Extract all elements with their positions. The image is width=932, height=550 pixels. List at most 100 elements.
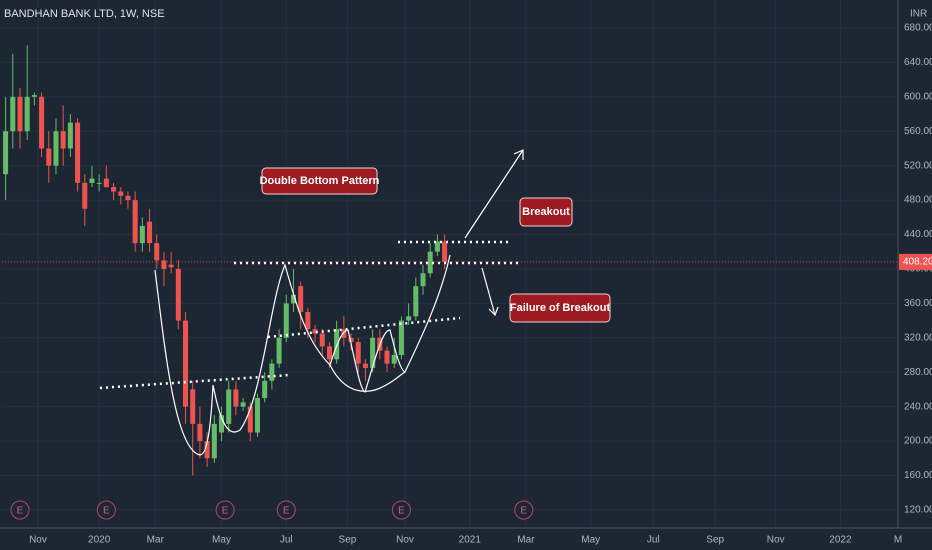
candle-body bbox=[3, 131, 9, 175]
y-tick-label: 600.00 bbox=[904, 91, 932, 102]
earnings-marker bbox=[215, 500, 235, 520]
candle-body bbox=[290, 294, 296, 304]
candle-body bbox=[391, 355, 397, 364]
arrows bbox=[464, 149, 524, 317]
y-tick-label: 240.00 bbox=[904, 401, 932, 412]
candle-body bbox=[24, 96, 30, 132]
candle-body bbox=[406, 316, 412, 321]
candle-body bbox=[147, 221, 153, 244]
candle-body bbox=[334, 329, 340, 360]
candle-body bbox=[46, 148, 52, 166]
candle-body bbox=[298, 286, 304, 312]
candle-body bbox=[211, 423, 217, 459]
y-tick-label: 280.00 bbox=[904, 367, 932, 378]
earnings-marker bbox=[10, 500, 30, 520]
dotted-lines bbox=[99, 240, 522, 390]
earnings-label: E bbox=[17, 506, 24, 517]
candle-body bbox=[118, 191, 124, 196]
earnings-marker bbox=[96, 500, 116, 520]
candle-body bbox=[319, 333, 325, 347]
earnings-label: E bbox=[283, 506, 290, 517]
x-tick-label: 2021 bbox=[459, 535, 482, 546]
candle-body bbox=[204, 441, 210, 459]
candle-body bbox=[75, 122, 81, 183]
candle-body bbox=[276, 337, 282, 364]
candle-body bbox=[305, 311, 311, 330]
earnings-label: E bbox=[398, 506, 405, 517]
candle-body bbox=[434, 241, 440, 252]
candle-body bbox=[39, 96, 45, 149]
chart-title: BANDHAN BANK LTD, 1W, NSE bbox=[4, 8, 165, 20]
x-tick-label: Sep bbox=[339, 535, 357, 546]
earnings-label: E bbox=[222, 506, 229, 517]
candle-body bbox=[398, 320, 404, 356]
candle-body bbox=[125, 195, 131, 201]
annotation-box bbox=[261, 167, 378, 195]
currency: INR bbox=[910, 9, 927, 20]
candle-body bbox=[161, 260, 167, 269]
candle-body bbox=[384, 350, 390, 364]
candle-body bbox=[111, 187, 117, 192]
candle-body bbox=[262, 380, 268, 399]
candles bbox=[3, 45, 448, 476]
candle-body bbox=[17, 96, 23, 132]
up-arrow bbox=[464, 149, 524, 239]
candle-body bbox=[31, 95, 37, 97]
support-line bbox=[99, 373, 291, 390]
x-tick-label: May bbox=[212, 535, 231, 546]
candle-body bbox=[132, 200, 138, 244]
candle-body bbox=[427, 251, 433, 274]
x-tick-label: Mar bbox=[517, 535, 535, 546]
x-tick-label: Jul bbox=[280, 535, 293, 546]
x-tick-label: May bbox=[581, 535, 600, 546]
annotation-box bbox=[519, 197, 573, 227]
candle-body bbox=[182, 320, 189, 407]
candle-body bbox=[269, 363, 275, 381]
y-tick-label: 440.00 bbox=[904, 229, 932, 240]
y-tick-label: 520.00 bbox=[904, 160, 932, 171]
curve-left bbox=[154, 254, 451, 456]
y-tick-label: 320.00 bbox=[904, 332, 932, 343]
y-tick-label: 160.00 bbox=[904, 470, 932, 481]
down-arrow bbox=[481, 267, 499, 317]
neckline bbox=[267, 316, 461, 339]
candle-body bbox=[53, 131, 59, 166]
candle-body bbox=[355, 342, 361, 364]
x-tick-label: Nov bbox=[767, 535, 785, 546]
candle-body bbox=[233, 389, 239, 407]
x-tick-label: Sep bbox=[706, 535, 724, 546]
last-price-label: 408.20 bbox=[903, 257, 932, 268]
candle-body bbox=[420, 273, 426, 287]
candle-body bbox=[218, 415, 225, 433]
candle-body bbox=[413, 286, 419, 317]
candle-body bbox=[254, 398, 261, 433]
y-tick-label: 360.00 bbox=[904, 298, 932, 309]
candle-body bbox=[312, 329, 318, 334]
candle-body bbox=[96, 182, 102, 184]
y-tick-label: 640.00 bbox=[904, 57, 932, 68]
x-tick-label: Mar bbox=[147, 535, 165, 546]
earnings-label: E bbox=[520, 506, 527, 517]
candle-body bbox=[139, 225, 145, 244]
grid bbox=[2, 0, 899, 528]
earnings-marker bbox=[276, 500, 296, 520]
candle-body bbox=[175, 268, 181, 321]
annotations: Double Bottom Pattern Breakout Failure o… bbox=[260, 167, 611, 323]
candle-body bbox=[82, 182, 88, 209]
candle-body bbox=[283, 303, 289, 338]
candle-body bbox=[197, 423, 203, 442]
x-tick-label: 2020 bbox=[88, 535, 111, 546]
candle-body bbox=[348, 337, 354, 343]
x-tick-label: Nov bbox=[29, 535, 47, 546]
annotation: Breakout bbox=[522, 206, 570, 218]
candle-body bbox=[190, 389, 196, 424]
earnings-marker bbox=[514, 500, 534, 520]
y-tick-label: 120.00 bbox=[904, 505, 932, 516]
candle-body bbox=[240, 402, 246, 407]
candle-body bbox=[60, 131, 66, 149]
annotation-box bbox=[509, 293, 611, 323]
annotation: Failure of Breakout bbox=[510, 302, 611, 314]
candle-body bbox=[326, 346, 332, 360]
